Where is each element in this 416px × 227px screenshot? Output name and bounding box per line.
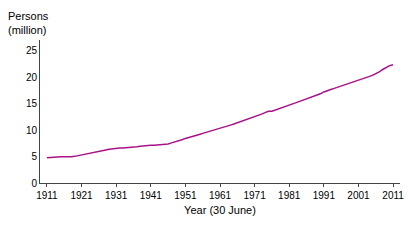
svg-text:2011: 2011 xyxy=(382,190,404,201)
svg-text:1971: 1971 xyxy=(243,190,266,201)
svg-text:15: 15 xyxy=(26,98,38,109)
svg-text:1911: 1911 xyxy=(36,190,58,201)
svg-text:2001: 2001 xyxy=(347,190,370,201)
svg-text:20: 20 xyxy=(26,72,38,83)
svg-text:1991: 1991 xyxy=(313,190,336,201)
svg-text:Persons(million): Persons(million) xyxy=(8,10,49,36)
svg-text:10: 10 xyxy=(26,125,38,136)
svg-text:5: 5 xyxy=(31,151,37,162)
svg-text:25: 25 xyxy=(26,45,38,56)
svg-text:1951: 1951 xyxy=(174,190,197,201)
svg-text:1981: 1981 xyxy=(278,190,301,201)
svg-text:0: 0 xyxy=(31,178,37,189)
svg-text:1921: 1921 xyxy=(70,190,93,201)
svg-text:Year (30 June): Year (30 June) xyxy=(184,204,256,216)
svg-text:1941: 1941 xyxy=(140,190,163,201)
svg-text:1931: 1931 xyxy=(105,190,128,201)
svg-text:1961: 1961 xyxy=(209,190,232,201)
